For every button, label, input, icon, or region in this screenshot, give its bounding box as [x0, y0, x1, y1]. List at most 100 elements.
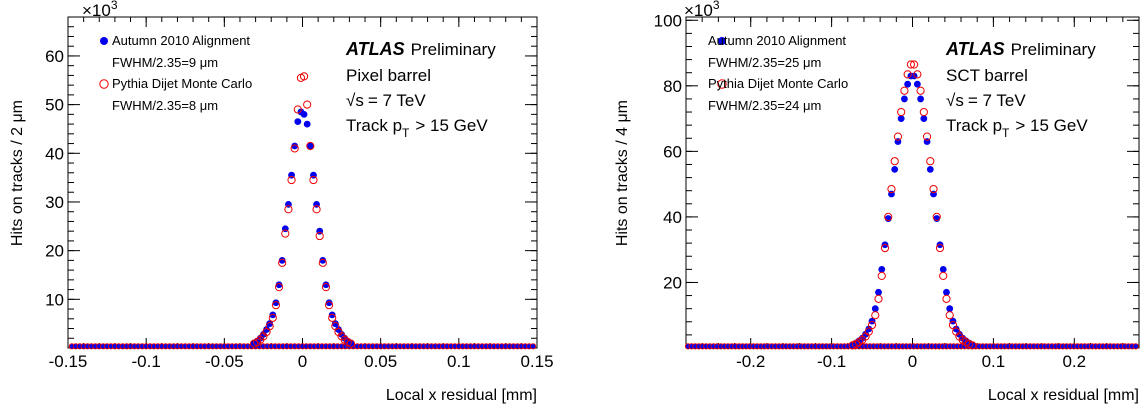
mc-marker: [922, 132, 932, 141]
preliminary-label: Preliminary: [1011, 40, 1097, 59]
right-chart-panel: -0.2 -0.1 0 0.1 0.2 20 40 60 80 100×103 Local x re…: [614, 0, 1140, 404]
energy-label: √s = 7 TeV: [946, 91, 1026, 110]
data-marker: [913, 80, 921, 88]
data-marker: [319, 256, 327, 264]
mc-marker: [968, 341, 977, 350]
legend-label: Pythia Dijet Monte Carlo: [112, 76, 252, 91]
mc-marker: [284, 205, 293, 214]
y-tick-label: 20: [45, 242, 64, 261]
y-tick-label: 40: [45, 144, 64, 163]
data-marker: [269, 311, 277, 319]
mc-marker: [274, 283, 284, 292]
legend-sublabel: FWHM/2.35=8 μm: [112, 98, 218, 113]
baseline-mc-marker: [1132, 343, 1139, 350]
mc-marker: [874, 294, 883, 303]
data-marker: [331, 320, 339, 328]
mc-marker: [281, 229, 290, 238]
x-tick-label: -0.2: [736, 352, 765, 371]
x-tick-label: -0.1: [817, 352, 846, 371]
data-marker: [878, 265, 886, 273]
mc-marker: [900, 86, 909, 95]
mc-marker: [293, 105, 302, 114]
legend-sublabel: FWHM/2.35=25 μm: [708, 55, 821, 70]
left-chart-panel: -0.15 -0.1 -0.05 0 0.05 0.1 0.15 10 20 30 40 50 60 ×1…: [9, 0, 554, 404]
sqrt-s: √s: [346, 91, 364, 110]
mc-marker: [871, 311, 880, 320]
mc-marker: [867, 320, 877, 330]
mc-marker: [887, 184, 896, 194]
mc-marker: [318, 258, 327, 267]
experiment-label: ATLAS Preliminary: [945, 39, 1096, 59]
experiment-label: ATLAS Preliminary: [345, 39, 496, 59]
mc-marker: [346, 339, 356, 348]
y-multiplier-base: ×10: [82, 1, 111, 20]
data-marker: [920, 115, 928, 122]
atlas-label: ATLAS: [345, 39, 405, 59]
y-multiplier-base: ×10: [684, 1, 713, 20]
mc-marker: [278, 258, 287, 267]
data-marker: [875, 288, 882, 296]
legend-sublabel: FWHM/2.35=9 μm: [112, 55, 218, 70]
y-tick-label: 40: [663, 208, 682, 227]
mc-marker: [948, 320, 958, 330]
data-marker: [266, 320, 274, 328]
mc-marker: [897, 107, 906, 117]
legend-marker-filled: [100, 37, 108, 45]
data-marker: [939, 265, 947, 273]
y-tick-label: 30: [45, 193, 64, 212]
mc-marker: [935, 243, 945, 253]
energy-label: √s = 7 TeV: [346, 91, 426, 110]
data-marker: [300, 110, 308, 118]
track-p-subscript: T: [402, 126, 410, 140]
mc-marker: [324, 301, 334, 310]
track-p: Track p: [346, 116, 402, 135]
energy-value: = 7 TeV: [968, 91, 1026, 110]
y-tick-label: 80: [663, 77, 682, 96]
y-multiplier-exponent: 3: [713, 0, 720, 12]
y-multiplier-exponent: 3: [111, 0, 118, 12]
data-marker: [901, 95, 908, 103]
mc-marker: [939, 271, 948, 281]
mc-marker: [268, 313, 277, 322]
data-marker: [322, 281, 330, 289]
data-marker: [291, 142, 299, 150]
data-marker: [278, 256, 286, 264]
mc-marker: [910, 60, 919, 69]
data-marker: [865, 325, 873, 333]
mc-marker: [265, 321, 274, 331]
x-tick-label: 0.05: [364, 352, 397, 371]
mc-marker: [906, 60, 915, 69]
mc-marker: [877, 271, 886, 281]
data-marker: [952, 325, 960, 333]
track-cut-label: Track pT > 15 GeV: [946, 116, 1088, 140]
data-marker: [335, 326, 342, 333]
baseline-data-marker: [530, 344, 536, 349]
legend-marker-filled: [718, 37, 726, 45]
detector-label: SCT barrel: [946, 66, 1028, 85]
mc-marker: [926, 157, 935, 166]
mc-marker: [880, 243, 890, 253]
mc-marker: [303, 100, 312, 109]
mc-marker: [932, 212, 941, 222]
x-tick-label: 0.1: [447, 352, 471, 371]
legend-label: Pythia Dijet Monte Carlo: [708, 76, 848, 91]
data-marker: [891, 165, 899, 173]
mc-marker: [913, 70, 922, 79]
x-tick-label: 0.1: [982, 352, 1006, 371]
data-marker: [862, 330, 869, 338]
mc-marker: [945, 311, 954, 320]
mc-marker: [864, 327, 873, 336]
mc-marker: [919, 107, 928, 117]
legend-sublabel: FWHM/2.35=24 μm: [708, 98, 821, 113]
y-axis-title: Hits on tracks / 2 μm: [9, 100, 26, 246]
y-axis-title: Hits on tracks / 4 μm: [614, 100, 631, 246]
data-marker: [946, 305, 954, 313]
x-tick-label: -0.05: [205, 352, 244, 371]
baseline-data-marker: [1133, 344, 1138, 349]
x-tick-label: -0.15: [49, 352, 88, 371]
mc-marker: [309, 175, 318, 185]
x-axis-title: Local x residual [mm]: [386, 387, 537, 404]
data-marker: [917, 95, 924, 103]
y-multiplier: ×103: [82, 0, 118, 20]
legend-label: Autumn 2010 Alignment: [112, 33, 250, 48]
